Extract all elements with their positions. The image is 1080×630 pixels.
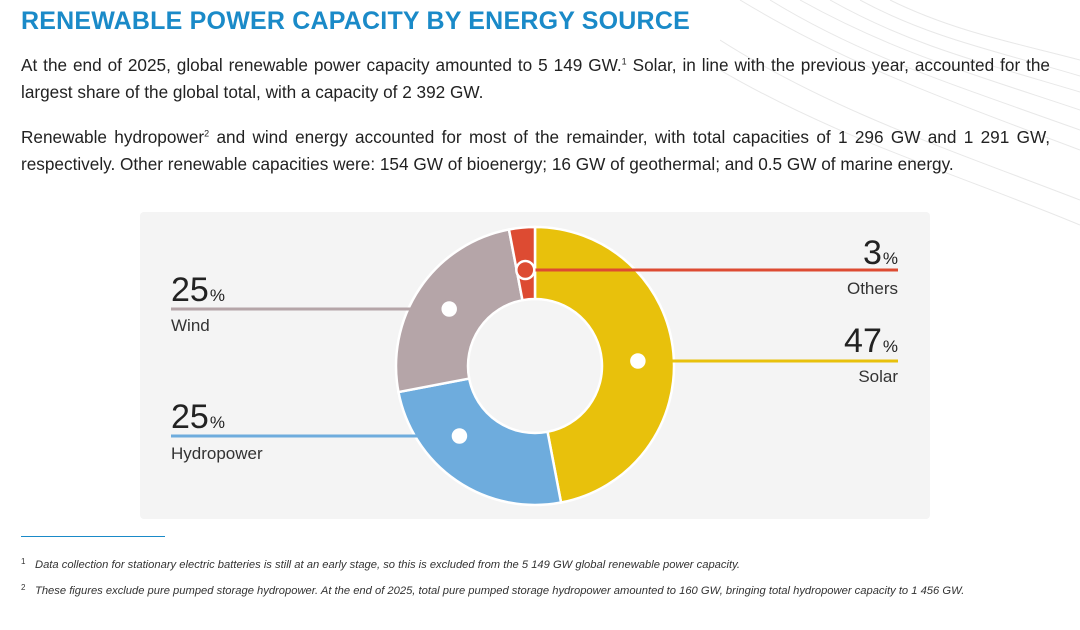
footnote-2-text: These figures exclude pure pumped storag… [35, 585, 965, 597]
intro-paragraph-text: At the end of 2025, global renewable pow… [21, 55, 622, 75]
value-unit-hydropower: % [210, 413, 225, 432]
page-title: RENEWABLE POWER CAPACITY BY ENERGY SOURC… [21, 7, 690, 35]
footnote-ref-1[interactable]: 1 [621, 56, 627, 67]
value-label-solar: 47% [844, 322, 898, 360]
value-number-hydropower: 25 [171, 398, 209, 436]
footnote-2: 2 These figures exclude pure pumped stor… [21, 583, 1061, 598]
intro-paragraph: At the end of 2025, global renewable pow… [21, 52, 1050, 105]
callout-dot-wind [438, 298, 460, 320]
callout-dot-solar [627, 350, 649, 372]
slice-solar[interactable] [533, 225, 676, 505]
capacity-paragraph-text: Renewable hydropower [21, 127, 205, 147]
category-label-hydropower: Hydropower [171, 444, 263, 463]
value-number-others: 3 [863, 234, 882, 272]
callout-dot-hydropower [449, 425, 470, 447]
footnote-1: 1 Data collection for stationary electri… [21, 557, 1061, 572]
value-number-wind: 25 [171, 271, 209, 309]
slice-hydropower[interactable] [396, 377, 563, 507]
capacity-paragraph-text-continued: and wind energy accounted for most of th… [21, 127, 1051, 174]
value-label-others: 3% [863, 234, 898, 272]
footnote-1-text: Data collection for stationary electric … [35, 559, 740, 571]
value-label-wind: 25% [171, 271, 225, 309]
value-unit-others: % [883, 249, 898, 268]
value-unit-solar: % [883, 337, 898, 356]
intro-paragraph-text-continued: Solar, in line with the previous year, a… [21, 55, 1050, 102]
value-unit-wind: % [210, 286, 225, 305]
footnote-ref-2[interactable]: 2 [204, 128, 210, 139]
footnote-divider [21, 536, 165, 537]
value-number-solar: 47 [844, 322, 882, 360]
category-label-wind: Wind [171, 316, 210, 335]
category-label-others: Others [847, 279, 898, 298]
callout-dot-others [515, 259, 536, 281]
footnote-1-mark: 1 [21, 557, 26, 566]
capacity-paragraph: Renewable hydropower2 and wind energy ac… [21, 124, 1050, 177]
footnote-2-mark: 2 [21, 583, 26, 592]
value-label-hydropower: 25% [171, 398, 225, 436]
category-label-solar: Solar [858, 367, 898, 386]
